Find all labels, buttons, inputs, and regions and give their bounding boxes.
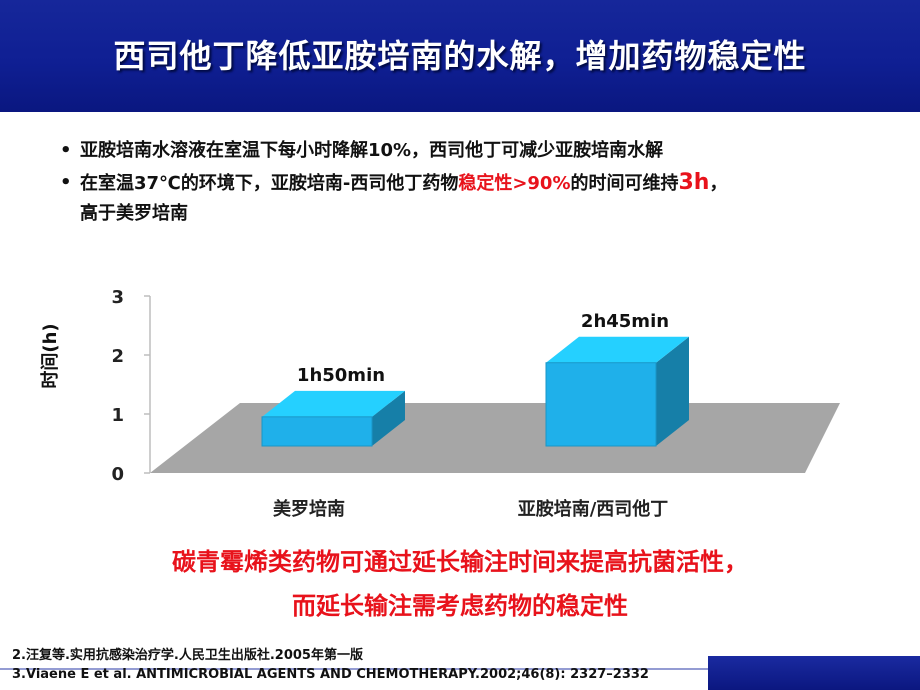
bar-top: [546, 336, 689, 363]
conclusion: 碳青霉烯类药物可通过延长输注时间来提高抗菌活性， 而延长输注需考虑药物的稳定性: [0, 540, 920, 628]
y-axis-label: 时间(h): [40, 323, 61, 388]
y-tick-label: 1: [111, 405, 124, 426]
chart-floor: [150, 403, 840, 473]
data-label: 1h50min: [297, 365, 385, 386]
footer-bar: [708, 656, 920, 690]
data-labels: 1h50min 2h45min: [297, 311, 669, 386]
bullet-item: • 在室温37℃的环境下，亚胺培南-西司他丁药物稳定性>90%的时间可维持3h，…: [60, 168, 880, 229]
bullet-text: ，: [709, 173, 728, 194]
slide-title: 西司他丁降低亚胺培南的水解，增加药物稳定性: [113, 37, 807, 75]
y-tick-label: 2: [111, 346, 124, 367]
bullet-text: 高于美罗培南: [80, 203, 188, 224]
conclusion-line: 碳青霉烯类药物可通过延长输注时间来提高抗菌活性，: [172, 548, 748, 576]
bullet-highlight: 3h: [678, 170, 710, 195]
bars: [261, 336, 689, 447]
conclusion-line: 而延长输注需考虑药物的稳定性: [292, 592, 628, 620]
bullet-highlight: 稳定性>90%: [458, 173, 571, 194]
reference-item: 3.Viaene E et al. ANTIMICROBIAL AGENTS A…: [12, 667, 649, 682]
y-tick-label: 3: [111, 287, 124, 308]
y-tick-labels: 0 1 2 3: [111, 287, 150, 485]
bullet-item: • 亚胺培南水溶液在室温下每小时降解10%，西司他丁可减少亚胺培南水解: [60, 136, 880, 166]
bar-front: [545, 362, 657, 447]
footer-line: [0, 668, 920, 670]
bullet-dot: •: [60, 172, 72, 193]
y-tick-label: 0: [111, 464, 124, 485]
category-labels: 美罗培南 亚胺培南/西司他丁: [273, 498, 668, 520]
bullet-text: 的时间可维持: [570, 173, 679, 194]
category-label: 亚胺培南/西司他丁: [518, 498, 669, 520]
title-banner: [0, 0, 920, 112]
reference-item: 2.汪复等.实用抗感染治疗学.人民卫生出版社.2005年第一版: [12, 648, 363, 663]
bar-top: [262, 390, 405, 417]
data-label: 2h45min: [581, 311, 669, 332]
references: 2.汪复等.实用抗感染治疗学.人民卫生出版社.2005年第一版 3.Viaene…: [12, 646, 912, 684]
bar-side: [372, 390, 405, 446]
bar-front: [261, 416, 373, 447]
bar-side: [656, 336, 689, 446]
bar: [261, 390, 405, 447]
bullet-list: • 亚胺培南水溶液在室温下每小时降解10%，西司他丁可减少亚胺培南水解 • 在室…: [60, 136, 880, 231]
bullet-dot: •: [60, 140, 72, 161]
bullet-text: 在室温37℃的环境下，亚胺培南-西司他丁药物: [80, 173, 459, 194]
bullet-text: 亚胺培南水溶液在室温下每小时降解10%，西司他丁可减少亚胺培南水解: [80, 140, 664, 161]
bar: [545, 336, 689, 447]
category-label: 美罗培南: [273, 498, 345, 520]
